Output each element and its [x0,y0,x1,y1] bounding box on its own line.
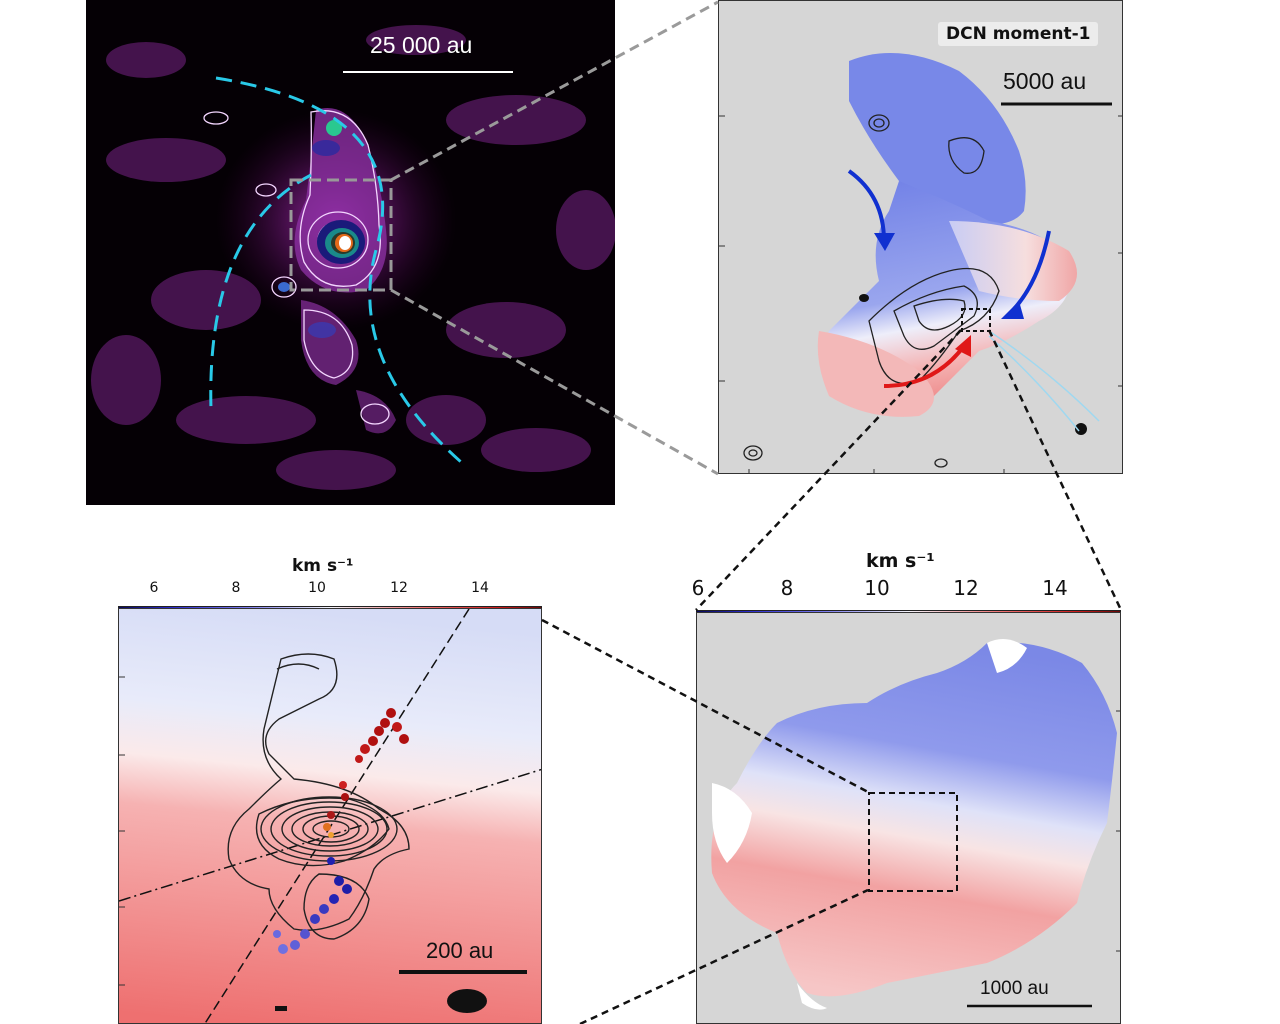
blue-flow-arrow-left [847,169,886,242]
scalebar-d-label: 1000 au [980,978,1049,999]
streamer-arc-inner [209,173,312,411]
beam-ellipse [447,989,487,1013]
colorbar-d-unit: km s⁻¹ [866,550,935,572]
continuum-core [278,120,365,338]
colorbar-c-tick: 6 [149,580,159,596]
scalebar-c-label: 200 au [426,938,494,963]
scalebar-b-label: 5000 au [1003,68,1087,94]
colorbar-c-tick: 12 [390,580,408,596]
zoom-box-b [961,308,991,332]
panel-d-velocity-map [696,612,1121,1024]
colorbar-c-tick: 10 [308,580,326,596]
colorbar-d-tick: 10 [864,576,890,600]
maser-spots-center [323,823,334,838]
colorbar-d-tick: 6 [691,576,705,600]
colorbar-d-tick: 8 [780,576,794,600]
panel-a-continuum-map [86,0,615,505]
zoom-box-a [289,178,393,292]
streamer-arc-outer [215,76,462,464]
velocity-zoom-image [119,609,541,1023]
colorbar-c-tick: 8 [231,580,241,596]
colorbar-c-tick: 14 [471,580,489,596]
maser-spots-blue [273,857,352,954]
velocity-map-image [711,639,1120,1010]
panel-b-title: DCN moment-1 [938,22,1099,46]
panel-c-zoom-velocity [118,608,542,1024]
continuum-image [91,25,615,490]
maser-spots-red [327,708,409,819]
zoom-box-d [868,792,958,892]
colorbar-d-tick: 12 [953,576,979,600]
scalebar-a-label: 25 000 au [370,32,473,58]
colorbar-c-unit: km s⁻¹ [292,556,354,576]
colorbar-d-tick: 14 [1042,576,1068,600]
